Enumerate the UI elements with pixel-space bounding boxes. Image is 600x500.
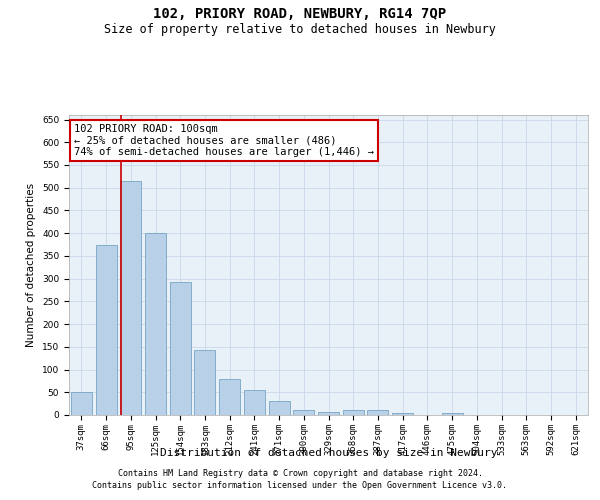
Text: Size of property relative to detached houses in Newbury: Size of property relative to detached ho… bbox=[104, 22, 496, 36]
Bar bbox=[367, 410, 388, 415]
Bar bbox=[442, 412, 463, 415]
Bar bbox=[343, 410, 364, 415]
Text: Contains HM Land Registry data © Crown copyright and database right 2024.: Contains HM Land Registry data © Crown c… bbox=[118, 468, 482, 477]
Bar bbox=[71, 392, 92, 415]
Bar bbox=[318, 412, 339, 415]
Y-axis label: Number of detached properties: Number of detached properties bbox=[26, 183, 37, 347]
Bar bbox=[145, 233, 166, 415]
Bar bbox=[120, 181, 141, 415]
Bar bbox=[293, 410, 314, 415]
Bar bbox=[95, 244, 116, 415]
Bar bbox=[392, 413, 413, 415]
Bar bbox=[194, 350, 215, 415]
Bar bbox=[269, 402, 290, 415]
Bar bbox=[219, 378, 240, 415]
Bar bbox=[170, 282, 191, 415]
Bar bbox=[244, 390, 265, 415]
Text: Contains public sector information licensed under the Open Government Licence v3: Contains public sector information licen… bbox=[92, 481, 508, 490]
Text: 102, PRIORY ROAD, NEWBURY, RG14 7QP: 102, PRIORY ROAD, NEWBURY, RG14 7QP bbox=[154, 8, 446, 22]
Text: Distribution of detached houses by size in Newbury: Distribution of detached houses by size … bbox=[160, 448, 497, 458]
Text: 102 PRIORY ROAD: 100sqm
← 25% of detached houses are smaller (486)
74% of semi-d: 102 PRIORY ROAD: 100sqm ← 25% of detache… bbox=[74, 124, 374, 157]
